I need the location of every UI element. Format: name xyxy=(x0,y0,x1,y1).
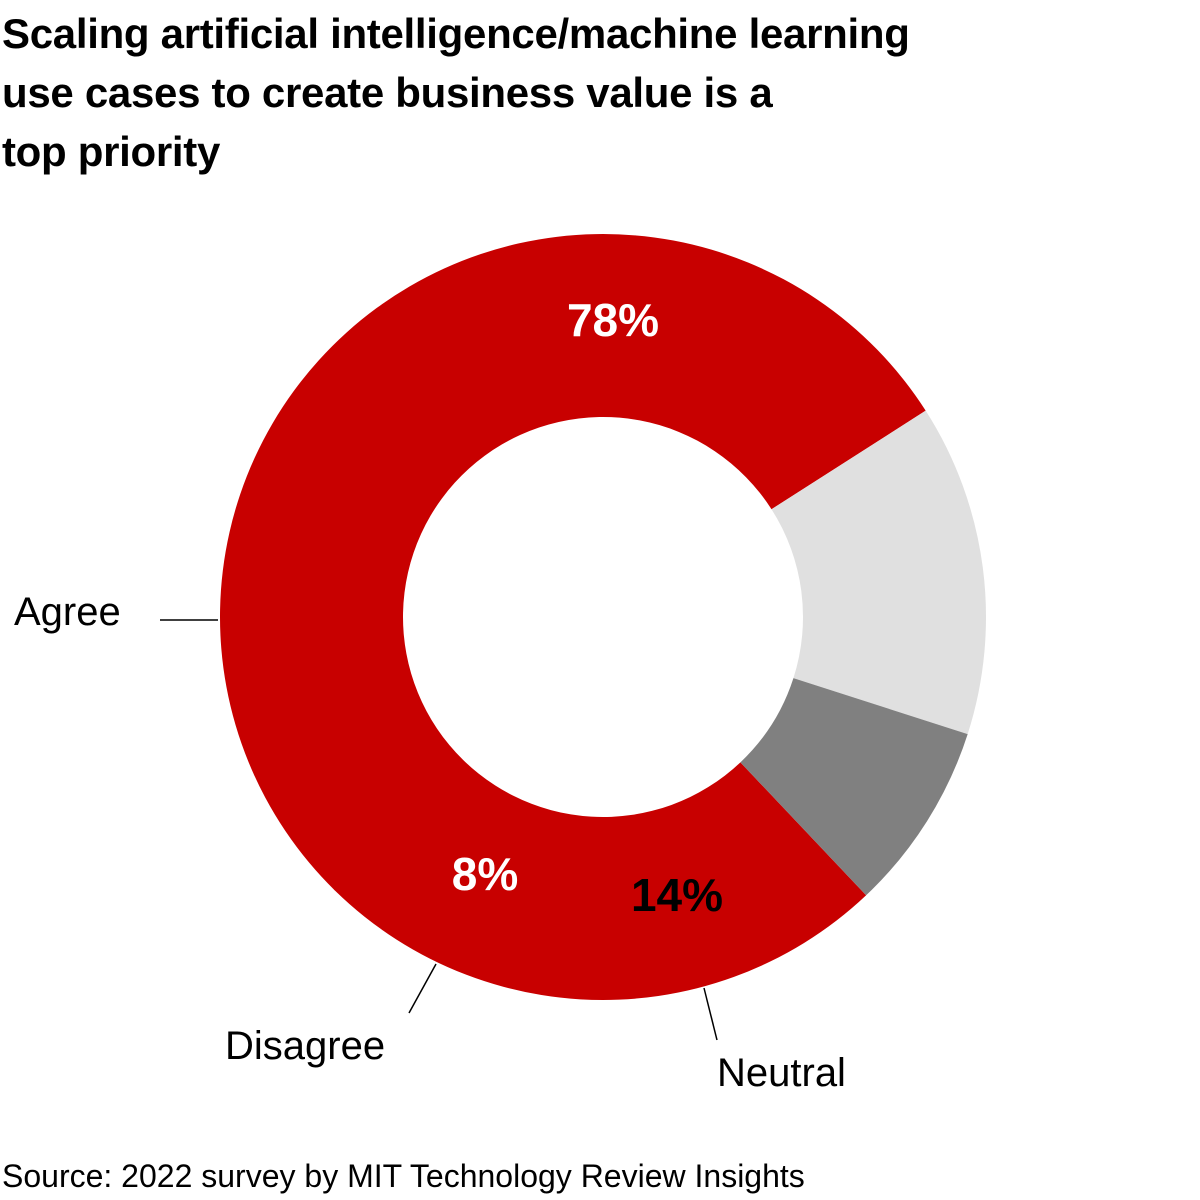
data-label-neutral: 14% xyxy=(631,869,723,921)
chart-title-line-3: top priority xyxy=(2,128,221,175)
leader-line-disagree xyxy=(408,963,437,1014)
source-note: Source: 2022 survey by MIT Technology Re… xyxy=(2,1158,805,1194)
data-label-disagree: 8% xyxy=(452,848,518,900)
donut-slices xyxy=(219,233,986,1001)
slice-disagree xyxy=(740,678,968,896)
category-label-disagree: Disagree xyxy=(225,1024,385,1068)
category-label-neutral: Neutral xyxy=(717,1051,846,1095)
chart-title-line-1: Scaling artificial intelligence/machine … xyxy=(2,10,910,57)
chart-title-line-2: use cases to create business value is a xyxy=(2,69,773,116)
leader-line-neutral xyxy=(703,987,718,1041)
slice-neutral xyxy=(771,410,986,735)
category-label-agree: Agree xyxy=(14,590,121,634)
data-label-agree: 78% xyxy=(567,294,659,346)
chart-title: Scaling artificial intelligence/machine … xyxy=(2,4,1182,181)
slice-agree xyxy=(219,233,926,1001)
